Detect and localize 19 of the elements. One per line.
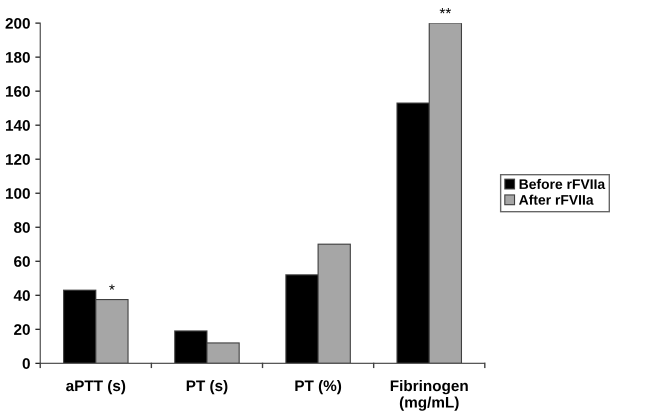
x-tick-label: Fibrinogen (mg/mL) <box>390 380 468 411</box>
y-tick-label: 140 <box>6 120 30 131</box>
y-tick-label: 120 <box>6 154 30 165</box>
y-tick-label: 200 <box>6 18 30 29</box>
y-tick-label: 100 <box>6 188 30 199</box>
y-tick-label: 20 <box>14 324 30 335</box>
y-tick-label: 60 <box>14 256 30 267</box>
y-tick-label: 80 <box>14 222 30 233</box>
legend-label: After rFVIIa <box>519 194 594 205</box>
x-tick-label: aPTT (s) <box>66 380 126 394</box>
annotation: * <box>109 284 115 290</box>
y-tick-label: 180 <box>6 52 30 63</box>
legend-label: Before rFVIIa <box>520 178 606 190</box>
x-tick-label: PT (s) <box>186 380 228 394</box>
y-tick-label: 40 <box>14 290 30 301</box>
annotation: ** <box>440 8 452 14</box>
x-tick-label: PT (%) <box>295 380 342 394</box>
y-tick-label: 0 <box>22 358 30 369</box>
y-tick-label: 160 <box>6 86 30 97</box>
